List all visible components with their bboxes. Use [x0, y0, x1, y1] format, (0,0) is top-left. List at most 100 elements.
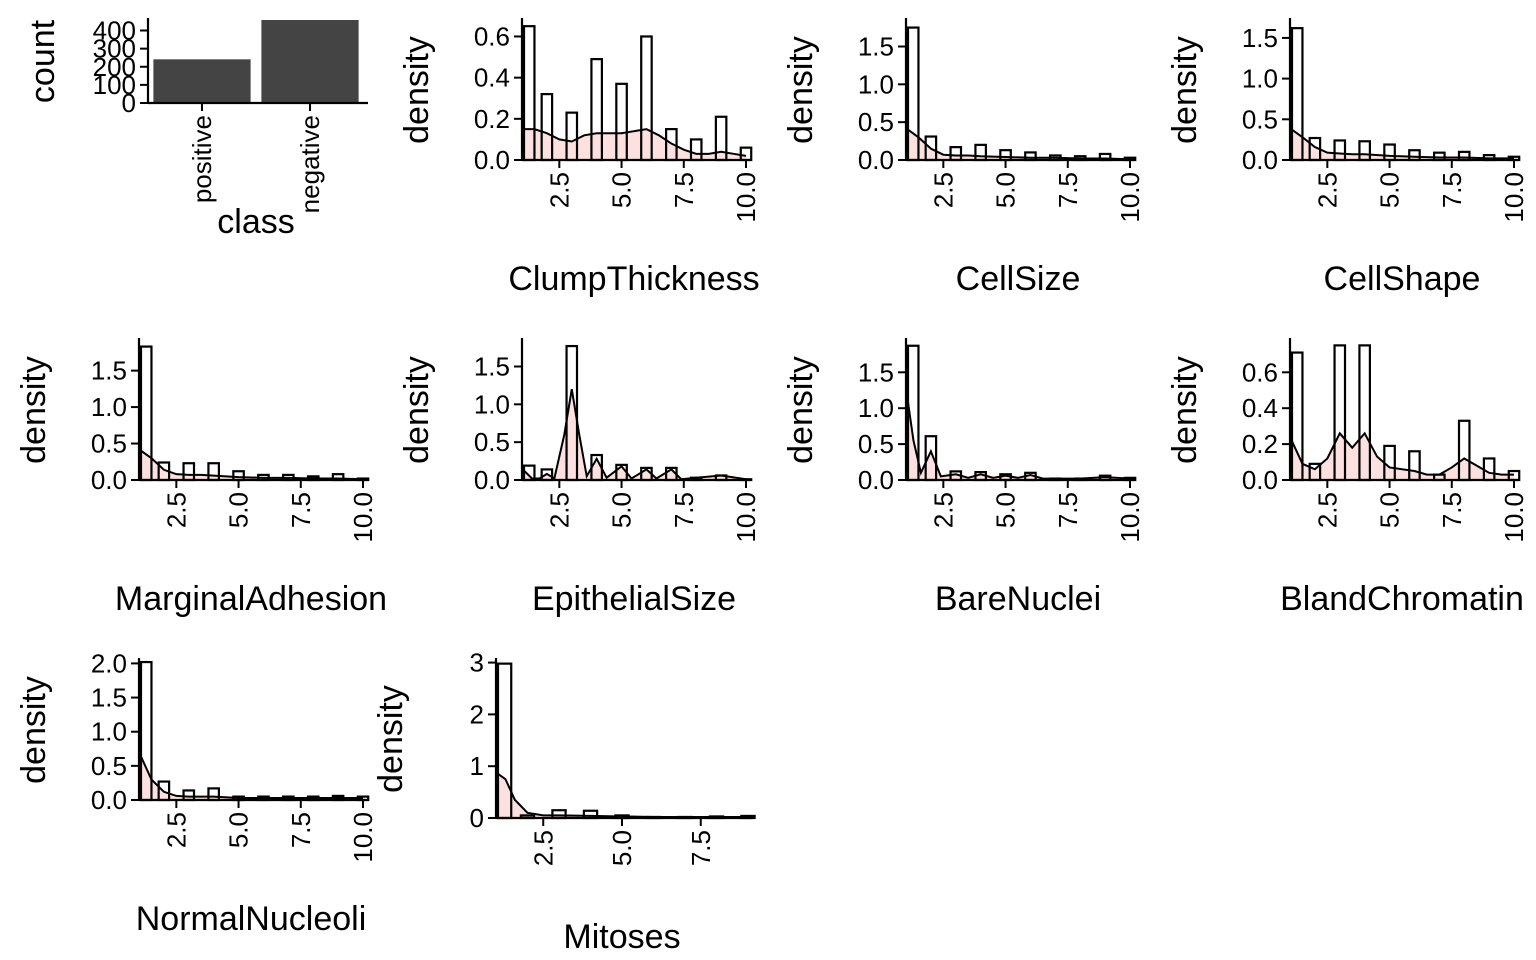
y-tick-label: 1.5	[474, 351, 510, 381]
x-tick-label: 7.5	[1053, 492, 1083, 528]
x-axis-title: BareNuclei	[935, 580, 1101, 618]
x-tick-label: 5.0	[607, 172, 637, 208]
y-tick-label: 0.4	[474, 63, 510, 93]
density-curve	[522, 128, 747, 157]
x-axis-title: BlandChromatin	[1280, 580, 1524, 618]
x-tick-label: 10.0	[1115, 172, 1145, 223]
y-tick-label: 200	[93, 52, 136, 82]
y-tick-label: 0.5	[91, 429, 127, 459]
y-axis-title: density	[398, 36, 436, 144]
y-tick-label: 0.0	[474, 145, 510, 175]
x-tick-label: 5.0	[1375, 492, 1405, 528]
panel-cellsize: density CellSize 2.5 5.0 7.5 10.0 0.0 0.5 1.0 1.5	[782, 18, 1145, 298]
panel-clumpthickness: density ClumpThickness 2.5 5.0 7.5 10.0 0.0 0.2…	[398, 18, 761, 298]
x-tick-label: 7.5	[286, 812, 316, 848]
y-tick-label: 3	[470, 648, 484, 678]
x-tick-label: 2.5	[544, 492, 574, 528]
x-tick-label: 7.5	[1437, 172, 1467, 208]
y-tick-label: 1.0	[858, 69, 894, 99]
y-axis-title: density	[782, 356, 820, 464]
x-axis-title: NormalNucleoli	[136, 900, 367, 938]
density-area	[522, 389, 746, 480]
bar-negative	[261, 20, 359, 103]
y-tick-label: 1.5	[1242, 23, 1278, 53]
density-area	[496, 772, 748, 818]
y-tick-label: 0.0	[474, 465, 510, 495]
y-tick-label: 0.5	[858, 429, 894, 459]
y-tick-label: 0.0	[858, 465, 894, 495]
x-tick-label: 2.5	[1312, 492, 1342, 528]
x-tick-label: 5.0	[224, 492, 254, 528]
x-tick-label: 5.0	[991, 492, 1021, 528]
x-axis-title: Mitoses	[563, 918, 680, 956]
y-tick-label: 0.6	[1242, 357, 1278, 387]
y-tick-label: 1.5	[91, 683, 127, 713]
x-tick-label: 10.0	[348, 812, 378, 863]
y-axis-title: density	[15, 356, 53, 464]
x-tick-label: 10.0	[1499, 172, 1529, 223]
density-area	[139, 752, 363, 800]
x-tick-label: 7.5	[686, 830, 716, 866]
x-tick-label: 7.5	[669, 172, 699, 208]
y-tick-label: 0.0	[91, 465, 127, 495]
y-tick-label: 2.0	[91, 648, 127, 678]
x-axis-title: CellSize	[956, 260, 1081, 298]
density-area	[1290, 128, 1514, 160]
panel-cellshape: density CellShape 2.5 5.0 7.5 10.0 0.0 0.5 1.0 1.…	[1166, 18, 1529, 298]
y-axis-title: count	[24, 19, 62, 103]
x-axis-title: class	[217, 203, 294, 241]
x-tick-label-negative: negative	[295, 115, 325, 213]
x-tick-label: 7.5	[1053, 172, 1083, 208]
panel-marginaladhesion: density MarginalAdhesion 2.5 5.0 7.5 10.0 0.0 0…	[15, 338, 387, 618]
x-axis-title: ClumpThickness	[508, 260, 759, 298]
x-tick-label: 10.0	[348, 492, 378, 543]
density-area	[906, 388, 1130, 480]
y-tick-label: 0.0	[1242, 145, 1278, 175]
x-tick-label: 2.5	[161, 812, 191, 848]
y-tick-label: 0.5	[91, 751, 127, 781]
x-tick-label: 2.5	[928, 492, 958, 528]
x-tick-label: 2.5	[1312, 172, 1342, 208]
density-curve	[1289, 127, 1514, 160]
y-tick-label: 1	[470, 751, 484, 781]
y-tick-label: 0.4	[1242, 393, 1278, 423]
density-curve	[905, 387, 1131, 480]
y-axis-title: density	[1166, 36, 1204, 144]
density-area	[906, 128, 1130, 160]
x-tick-label: 7.5	[669, 492, 699, 528]
x-axis-title: MarginalAdhesion	[115, 580, 387, 618]
density-area	[522, 129, 746, 160]
panel-mitoses: density Mitoses 2.5 5.0 7.5 0 1 2 3	[372, 648, 756, 956]
y-tick-label: 400	[93, 16, 136, 46]
y-tick-label: 2	[470, 699, 484, 729]
bar-positive	[153, 59, 251, 103]
density-area	[1290, 433, 1514, 480]
x-tick-label: 5.0	[991, 172, 1021, 208]
panel-barenuclei: density BareNuclei 2.5 5.0 7.5 10.0 0.0 0.5 1.0 1…	[782, 338, 1145, 618]
y-axis-title: density	[398, 356, 436, 464]
panel-epithelialsize: density EpithelialSize 2.5 5.0 7.5 10.0 0.0 0.5…	[398, 338, 761, 618]
y-tick-label: 1.5	[858, 31, 894, 61]
y-tick-label: 1.0	[858, 393, 894, 423]
y-tick-label: 0.6	[474, 21, 510, 51]
y-tick-label: 1.0	[1242, 64, 1278, 94]
y-tick-label: 0.5	[858, 107, 894, 137]
x-tick-label: 10.0	[1499, 492, 1529, 543]
x-tick-label: 2.5	[928, 172, 958, 208]
y-tick-label: 0	[122, 88, 136, 118]
y-tick-label: 0.2	[1242, 429, 1278, 459]
x-tick-label: 10.0	[731, 172, 761, 223]
panel-normalnucleoli: density NormalNucleoli 2.5 5.0 7.5 10.0 0.0 0.5…	[15, 648, 378, 938]
x-tick-label: 2.5	[161, 492, 191, 528]
x-tick-label-positive: positive	[187, 115, 217, 203]
x-axis-title: EpithelialSize	[532, 580, 736, 618]
x-tick-label: 7.5	[286, 492, 316, 528]
y-tick-label: 300	[93, 34, 136, 64]
x-tick-label: 10.0	[1115, 492, 1145, 543]
y-tick-label: 1.0	[91, 392, 127, 422]
y-tick-label: 100	[93, 70, 136, 100]
x-tick-label: 5.0	[607, 492, 637, 528]
x-tick-label: 5.0	[224, 812, 254, 848]
y-tick-label: 0.5	[1242, 104, 1278, 134]
